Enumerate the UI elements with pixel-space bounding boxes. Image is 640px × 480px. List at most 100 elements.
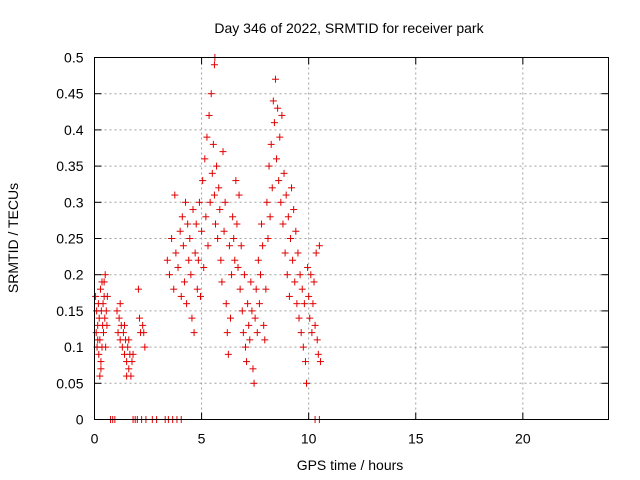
- data-point: [271, 75, 279, 83]
- data-point: [120, 321, 128, 329]
- data-point: [247, 278, 255, 286]
- data-point: [92, 292, 100, 300]
- data-point: [268, 184, 276, 192]
- data-point: [309, 300, 317, 308]
- data-point: [239, 329, 247, 337]
- data-point: [232, 177, 240, 185]
- data-point: [303, 379, 311, 387]
- data-point: [103, 292, 111, 300]
- data-point: [92, 329, 100, 337]
- data-point: [185, 256, 193, 264]
- data-point: [203, 133, 211, 141]
- data-point: [252, 285, 260, 293]
- data-point: [248, 307, 256, 315]
- data-point: [222, 300, 230, 308]
- data-point: [233, 220, 241, 228]
- data-point: [237, 242, 245, 250]
- data-point: [134, 285, 142, 293]
- data-point: [290, 206, 298, 214]
- data-point: [299, 343, 307, 351]
- data-point: [170, 285, 178, 293]
- data-point: [264, 235, 272, 242]
- data-point: [97, 358, 105, 366]
- x-tick-label: 0: [91, 431, 99, 447]
- data-point: [186, 235, 194, 242]
- data-point: [194, 256, 202, 264]
- data-point: [216, 206, 224, 214]
- data-point: [213, 162, 221, 170]
- data-point: [280, 169, 288, 177]
- data-point: [301, 358, 309, 366]
- data-point: [274, 104, 282, 112]
- data-point: [102, 307, 110, 315]
- data-point: [210, 191, 218, 199]
- data-point: [229, 213, 237, 221]
- data-point: [212, 220, 220, 228]
- x-axis-label: GPS time / hours: [297, 457, 404, 473]
- data-point: [178, 213, 186, 221]
- data-point: [260, 321, 268, 329]
- data-point: [311, 321, 319, 329]
- data-point: [225, 242, 233, 250]
- x-tick-label: 10: [301, 431, 317, 447]
- data-point: [207, 90, 215, 98]
- data-point: [285, 292, 293, 300]
- y-tick-label: 0.05: [56, 375, 83, 391]
- data-point: [310, 278, 318, 286]
- data-point: [99, 329, 107, 337]
- y-tick-label: 0.15: [56, 303, 83, 319]
- data-point: [294, 249, 302, 257]
- data-point: [249, 365, 257, 373]
- data-point: [289, 256, 297, 264]
- data-point: [218, 278, 226, 286]
- data-point: [313, 336, 321, 344]
- data-point: [179, 242, 187, 250]
- data-point: [238, 307, 246, 315]
- y-axis-ticks: 0 0.05 0.1 0.15 0.2 0.25 0.3 0.35 0.4 0.45 0.5: [56, 50, 609, 428]
- data-point: [241, 343, 249, 351]
- data-point: [182, 198, 190, 206]
- data-point: [163, 256, 171, 264]
- data-point: [278, 111, 286, 119]
- y-tick-label: 0.25: [56, 231, 83, 247]
- data-point: [129, 350, 137, 358]
- data-point: [291, 278, 299, 286]
- grid-layer: [94, 57, 609, 420]
- data-point: [304, 263, 312, 271]
- data-point: [308, 329, 316, 337]
- data-point: [101, 314, 109, 322]
- data-point: [135, 314, 143, 322]
- data-point: [197, 292, 205, 300]
- data-point: [116, 300, 124, 308]
- data-point: [96, 372, 104, 380]
- data-point: [172, 249, 180, 257]
- data-point: [314, 350, 322, 358]
- data-point: [187, 271, 195, 279]
- data-point: [103, 321, 111, 329]
- data-point: [223, 329, 231, 337]
- data-point: [281, 249, 289, 257]
- y-tick-label: 0.4: [64, 122, 84, 138]
- data-point: [243, 358, 251, 366]
- y-tick-label: 0.35: [56, 158, 83, 174]
- data-point: [204, 242, 212, 250]
- data-point: [208, 169, 216, 177]
- data-point: [254, 256, 262, 264]
- data-point: [266, 213, 274, 221]
- data-point: [258, 220, 266, 228]
- data-point: [273, 155, 281, 163]
- data-point: [267, 140, 275, 148]
- plot-frame: [94, 57, 609, 420]
- data-point: [190, 329, 198, 337]
- data-point: [296, 271, 304, 279]
- data-point: [215, 184, 223, 192]
- data-point: [217, 256, 225, 264]
- data-point: [236, 285, 244, 293]
- data-point: [270, 119, 278, 127]
- data-point: [98, 343, 106, 351]
- data-point: [305, 292, 313, 300]
- data-point: [192, 220, 200, 228]
- data-point: [288, 184, 296, 192]
- data-point: [263, 198, 271, 206]
